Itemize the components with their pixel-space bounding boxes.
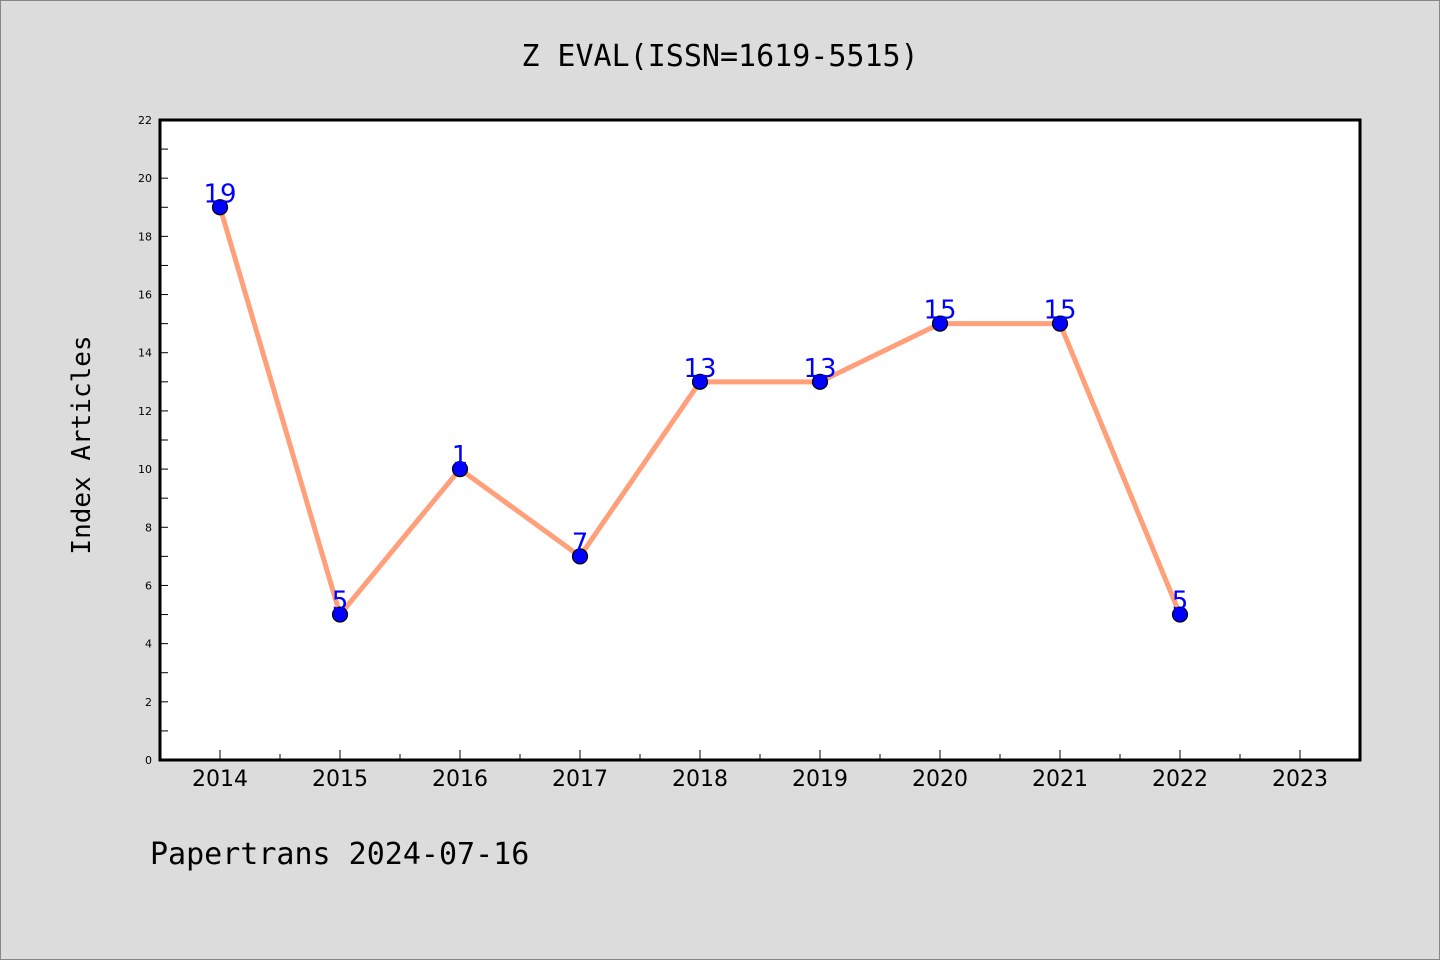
x-tick-label: 2017 bbox=[552, 767, 608, 792]
data-point bbox=[451, 460, 469, 478]
y-tick-label: 0 bbox=[145, 754, 152, 767]
data-point bbox=[811, 373, 829, 390]
data-point bbox=[1051, 315, 1069, 332]
data-label: 13 bbox=[803, 354, 836, 384]
data-label: 1 bbox=[452, 441, 469, 471]
data-point bbox=[1171, 606, 1189, 623]
x-tick-label: 2015 bbox=[312, 767, 368, 792]
y-tick-label: 8 bbox=[145, 521, 152, 534]
data-point bbox=[331, 606, 349, 623]
footer-text: Papertrans 2024-07-16 bbox=[150, 837, 529, 872]
data-label: 13 bbox=[683, 354, 716, 384]
y-axis-ticks: 0 2 4 6 8 10 12 14 16 18 20 22 bbox=[138, 114, 168, 767]
y-tick-label: 18 bbox=[138, 230, 152, 243]
x-tick-label: 2014 bbox=[192, 767, 248, 792]
x-tick-label: 2020 bbox=[912, 767, 968, 792]
x-axis-ticks: 2014 2015 2016 2017 2018 2019 2020 2021 2022 2023 bbox=[192, 750, 1328, 792]
y-tick-label: 4 bbox=[145, 638, 152, 651]
x-tick-label: 2016 bbox=[432, 767, 488, 792]
data-label: 15 bbox=[923, 296, 956, 326]
x-tick-label: 2021 bbox=[1032, 767, 1088, 792]
x-tick-label: 2023 bbox=[1272, 767, 1328, 792]
data-label: 19 bbox=[203, 179, 236, 209]
data-point bbox=[931, 315, 949, 332]
y-tick-label: 10 bbox=[138, 463, 152, 476]
x-tick-label: 2018 bbox=[672, 767, 728, 792]
y-tick-label: 2 bbox=[145, 696, 152, 709]
y-tick-label: 12 bbox=[138, 405, 152, 418]
x-tick-label: 2019 bbox=[792, 767, 848, 792]
data-label: 5 bbox=[332, 587, 349, 617]
plot-area bbox=[158, 118, 1362, 762]
x-tick-label: 2022 bbox=[1152, 767, 1208, 792]
data-point bbox=[571, 548, 589, 565]
data-point bbox=[691, 373, 709, 390]
y-tick-label: 6 bbox=[145, 579, 152, 592]
y-tick-label: 22 bbox=[138, 114, 152, 127]
y-tick-label: 20 bbox=[138, 172, 152, 185]
data-label: 7 bbox=[572, 528, 589, 558]
y-tick-label: 14 bbox=[138, 347, 152, 360]
y-axis-label: Index Articles bbox=[67, 335, 97, 554]
data-point bbox=[211, 199, 229, 216]
chart-title: Z EVAL(ISSN=1619-5515) bbox=[521, 39, 918, 74]
data-label: 15 bbox=[1043, 296, 1076, 326]
data-label: 5 bbox=[1172, 587, 1189, 617]
series-group: 19 5 1 7 13 13 15 15 5 bbox=[203, 179, 1189, 623]
y-tick-label: 16 bbox=[138, 289, 152, 302]
